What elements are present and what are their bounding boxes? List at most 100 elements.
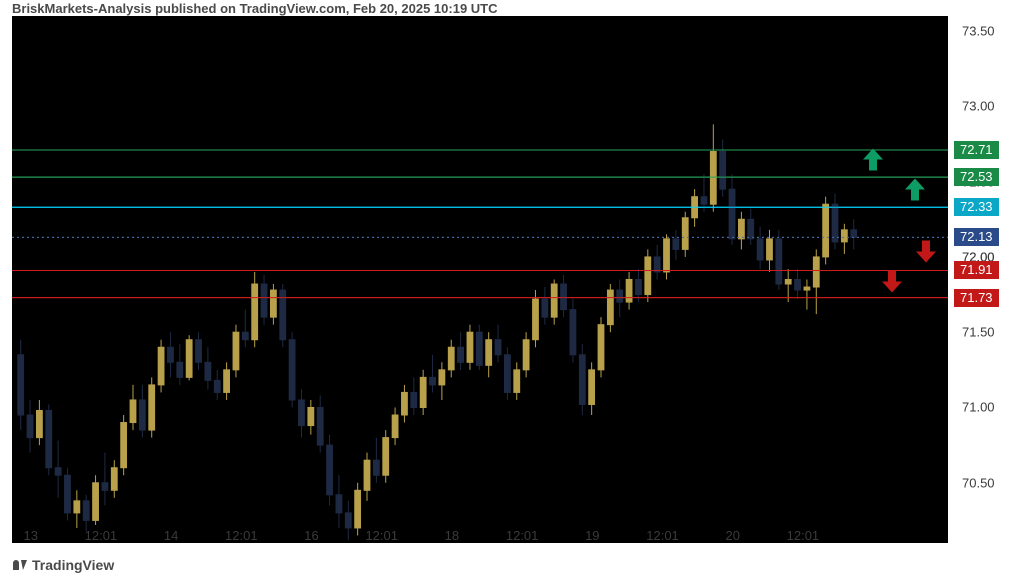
candle-body [785,280,791,285]
x-tick-label: 13 [23,528,37,543]
candle-body [636,280,642,295]
candle-body [710,152,716,205]
candle-body [430,377,436,385]
candle-body [523,340,529,370]
candle-body [411,392,417,407]
candle-body [74,501,80,513]
tradingview-logo-icon [12,557,28,573]
candle-body [102,483,108,491]
price-level-tag: 71.91 [954,261,999,279]
candle-body [757,239,763,260]
candle-body [46,410,52,467]
arrow-up-icon [863,149,883,176]
candle-body [514,370,520,393]
plot-area[interactable] [12,16,948,543]
candle-body [177,362,183,377]
candle-body [402,392,408,415]
candle-body [542,299,548,317]
candle-body [570,310,576,355]
candle-body [18,355,24,415]
y-tick-label: 73.50 [962,24,995,39]
candle-body [533,299,539,340]
price-level-tag: 72.53 [954,168,999,186]
candle-body [607,290,613,325]
candle-body [392,415,398,438]
candle-body [467,332,473,362]
candle-body [299,400,305,426]
y-tick-label: 71.00 [962,400,995,415]
candle-body [720,152,726,190]
x-tick-label: 19 [585,528,599,543]
x-tick-label: 12:01 [85,528,118,543]
candle-body [617,290,623,302]
candle-body [224,370,230,393]
arrow-down-icon [882,271,902,298]
candle-body [252,284,258,340]
x-tick-label: 12:01 [225,528,258,543]
candle-body [327,445,333,495]
candle-body [495,340,501,355]
candle-body [748,219,754,239]
brand-footer-text: TradingView [32,557,114,573]
x-tick-label: 12:01 [787,528,820,543]
candle-body [233,332,239,370]
candle-body [738,219,744,239]
x-tick-label: 16 [304,528,318,543]
candle-body [149,385,155,430]
candle-body [130,400,136,423]
candle-body [270,290,276,317]
attribution-header: BriskMarkets-Analysis published on Tradi… [12,1,498,16]
brand-footer: TradingView [12,557,114,573]
x-tick-label: 12:01 [506,528,539,543]
candle-body [701,197,707,205]
candle-body [486,340,492,366]
x-tick-label: 14 [164,528,178,543]
y-tick-label: 71.50 [962,325,995,340]
candle-body [317,407,323,445]
y-tick-label: 70.50 [962,475,995,490]
candle-body [664,239,670,272]
x-tick-label: 18 [445,528,459,543]
x-tick-label: 12:01 [646,528,679,543]
candle-body [93,483,99,521]
arrow-up-icon [905,179,925,206]
candle-body [308,407,314,425]
candle-body [214,380,220,392]
candle-body [27,415,33,438]
candle-body [458,347,464,362]
candle-body [823,204,829,257]
candle-body [654,257,660,272]
candle-body [851,230,857,238]
candle-body [261,284,267,317]
candle-body [645,257,651,295]
candle-body [83,501,89,521]
candle-body [196,340,202,363]
candle-body [242,332,248,340]
candle-body [65,475,71,513]
candle-body [804,287,810,290]
candle-body [121,423,127,468]
candle-body [673,239,679,250]
candle-body [579,355,585,405]
candle-body [205,362,211,380]
arrow-down-icon [916,240,936,267]
candle-body [841,230,847,242]
candle-body [551,284,557,317]
price-level-tag: 72.71 [954,141,999,159]
candle-body [345,513,351,528]
candle-body [729,189,735,239]
candle-body [795,280,801,291]
candle-body [813,257,819,287]
candle-body [448,347,454,370]
chart-root: BriskMarkets-Analysis published on Tradi… [0,0,1017,579]
candle-body [682,218,688,250]
candle-body [289,340,295,400]
candle-body [383,438,389,476]
candle-body [186,340,192,378]
candle-body [476,332,482,365]
price-level-tag: 72.33 [954,198,999,216]
candle-body [336,495,342,513]
candle-body [504,355,510,393]
candle-body [598,325,604,370]
y-tick-label: 73.00 [962,99,995,114]
